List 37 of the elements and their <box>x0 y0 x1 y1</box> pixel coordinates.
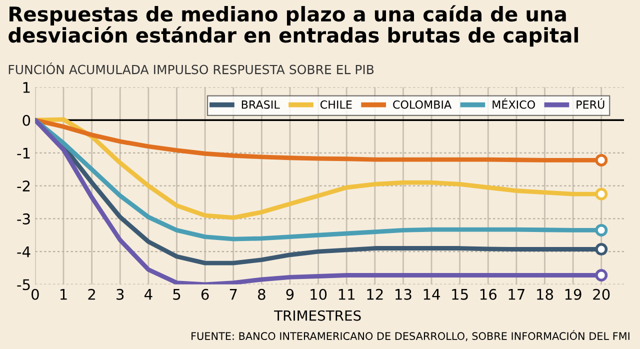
legend-label: PERÚ <box>576 98 604 109</box>
y-tick-label: -1 <box>17 148 30 159</box>
x-tick-label: 8 <box>258 288 266 300</box>
y-tick-label: 0 <box>22 114 30 126</box>
x-tick-label: 20 <box>593 288 610 300</box>
y-tick-label: 1 <box>23 82 30 93</box>
x-tick-label: 13 <box>396 288 412 300</box>
x-tick-label: 14 <box>424 289 440 300</box>
x-tick-label: 0 <box>32 288 39 300</box>
x-tick-label: 12 <box>367 288 383 300</box>
x-tick-label: 2 <box>88 288 95 300</box>
x-tick-label: 3 <box>116 288 124 300</box>
x-tick-label: 19 <box>565 288 582 300</box>
y-tick-label: -5 <box>17 279 30 290</box>
x-tick-label: 7 <box>230 289 237 300</box>
x-tick-label: 17 <box>508 289 524 300</box>
x-tick-label: 10 <box>310 288 327 300</box>
y-tick-label: -3 <box>17 213 30 224</box>
legend-label: MÉXICO <box>492 98 535 109</box>
x-tick-label: 5 <box>173 289 180 300</box>
legend-label: CHILE <box>320 100 352 109</box>
legend-label: BRASIL <box>242 100 280 109</box>
x-tick-label: 1 <box>60 289 67 300</box>
y-tick-label: -2 <box>17 180 30 192</box>
source-note: FUENTE: BANCO INTERAMERICANO DE DESARROLLO, SOBRE INFORMACIÓN DEL FMI <box>192 330 630 342</box>
chart-title: Respuestas de mediano plazo a una caída de una desviación estándar en entradas brutas de capital <box>8 5 578 47</box>
x-axis-title: TRIMESTRES <box>274 310 361 321</box>
x-tick-label: 18 <box>537 288 554 300</box>
y-tick-label: -4 <box>17 246 30 258</box>
x-tick-label: 9 <box>286 288 294 300</box>
x-tick-label: 4 <box>144 289 152 300</box>
x-tick-label: 6 <box>201 288 209 300</box>
x-tick-label: 15 <box>452 289 468 300</box>
legend-label: COLOMBIA <box>393 100 452 109</box>
chart-subtitle: FUNCIÓN ACUMULADA IMPULSO RESPUESTA SOBRE EL PIB <box>8 62 374 74</box>
x-tick-label: 11 <box>338 289 355 300</box>
x-tick-label: 16 <box>480 288 496 300</box>
